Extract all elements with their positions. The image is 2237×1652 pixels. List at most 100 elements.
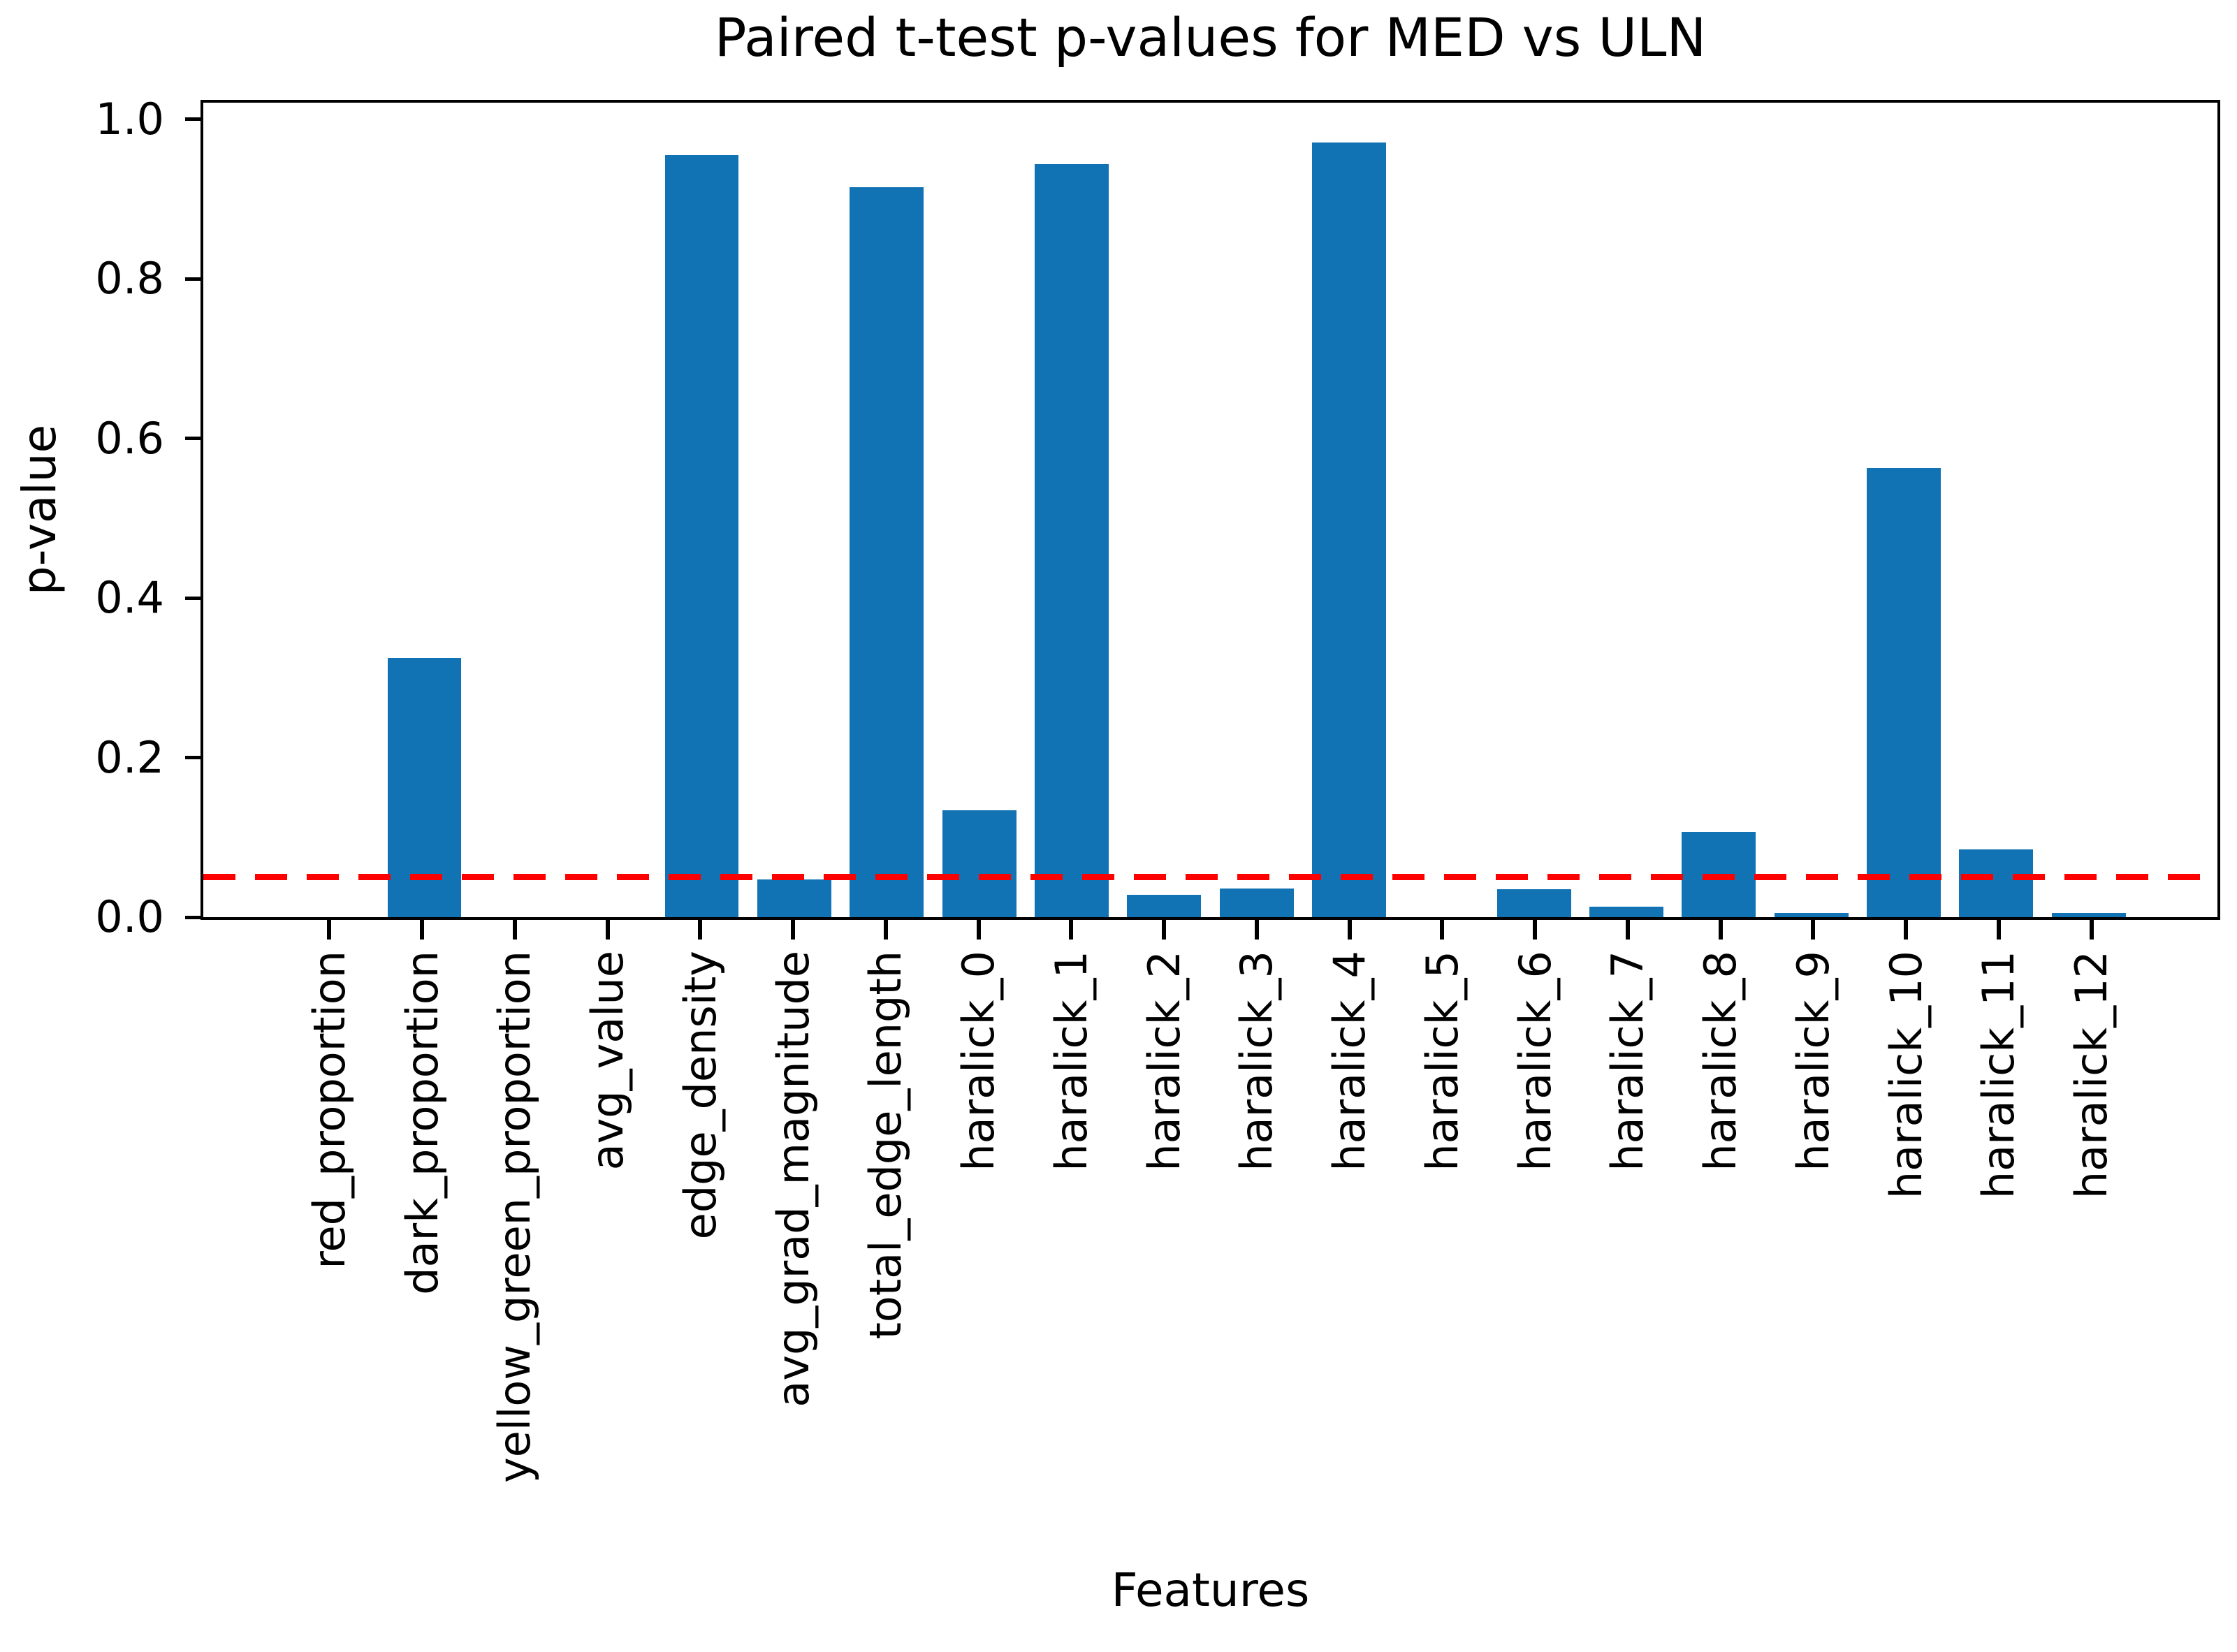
- x-tick: [420, 920, 425, 940]
- x-tick-label-haralick_12: haralick_12: [2066, 951, 2118, 1199]
- x-tick: [1440, 920, 1445, 940]
- x-cell-red_proportion: red_proportion: [283, 920, 376, 1483]
- x-tick: [512, 920, 517, 940]
- y-tick-label: 0.8: [95, 253, 164, 305]
- x-cell-haralick_11: haralick_11: [1953, 920, 2046, 1483]
- x-cell-haralick_7: haralick_7: [1582, 920, 1675, 1483]
- x-tick-label-haralick_7: haralick_7: [1602, 951, 1654, 1171]
- bar-slot-haralick_0: [933, 103, 1025, 917]
- bar-haralick_8: [1682, 831, 1756, 917]
- x-cell-haralick_1: haralick_1: [1025, 920, 1118, 1483]
- bar-slot-haralick_12: [2043, 103, 2135, 917]
- x-tick: [1347, 920, 1352, 940]
- x-tick: [1254, 920, 1259, 940]
- x-cell-haralick_10: haralick_10: [1860, 920, 1953, 1483]
- plot-area: 0.0 0.2 0.4 0.6 0.8 1.0: [95, 94, 2220, 942]
- x-tick-label-edge_density: edge_density: [674, 951, 726, 1240]
- x-cell-total_edge_length: total_edge_length: [840, 920, 933, 1483]
- x-cell-avg_value: avg_value: [561, 920, 654, 1483]
- y-tick-label: 0.6: [95, 412, 164, 464]
- bar-haralick_0: [942, 810, 1017, 917]
- x-tick: [791, 920, 796, 940]
- bar-haralick_1: [1034, 163, 1109, 917]
- x-tick-label-haralick_10: haralick_10: [1880, 951, 1932, 1199]
- x-tick-label-avg_value: avg_value: [582, 951, 634, 1171]
- x-tick-label-haralick_9: haralick_9: [1787, 951, 1839, 1171]
- x-tick: [327, 920, 332, 940]
- x-cell-haralick_9: haralick_9: [1767, 920, 1860, 1483]
- bar-slot-haralick_5: [1395, 103, 1487, 917]
- bar-slot-haralick_7: [1580, 103, 1673, 917]
- x-tick: [1904, 920, 1909, 940]
- y-tick: [185, 117, 203, 122]
- x-tick: [2089, 920, 2094, 940]
- bar-haralick_12: [2051, 913, 2126, 917]
- x-tick: [1625, 920, 1630, 940]
- x-tick: [1069, 920, 1074, 940]
- bar-slot-haralick_1: [1026, 103, 1118, 917]
- bar-slot-avg_grad_magnitude: [748, 103, 840, 917]
- bar-slot-haralick_6: [1487, 103, 1580, 917]
- bar-haralick_4: [1312, 142, 1386, 917]
- bar-haralick_6: [1496, 889, 1571, 917]
- x-tick: [883, 920, 888, 940]
- x-tick-label-yellow_green_proportion: yellow_green_proportion: [489, 951, 541, 1483]
- bar-haralick_11: [1959, 849, 2034, 917]
- x-cell-edge_density: edge_density: [654, 920, 747, 1483]
- x-cell-haralick_2: haralick_2: [1118, 920, 1211, 1483]
- bar-avg_grad_magnitude: [757, 879, 831, 917]
- bar-slot-yellow_green_proportion: [471, 103, 563, 917]
- bar-slot-dark_proportion: [378, 103, 470, 917]
- x-cell-haralick_6: haralick_6: [1489, 920, 1582, 1483]
- x-tick: [1718, 920, 1723, 940]
- bar-slot-haralick_8: [1673, 103, 1765, 917]
- x-axis-label: Features: [1111, 1563, 1310, 1617]
- x-tick-label-haralick_4: haralick_4: [1324, 951, 1376, 1171]
- x-tick: [1533, 920, 1538, 940]
- x-tick: [976, 920, 981, 940]
- bar-slot-haralick_9: [1765, 103, 1858, 917]
- bar-slot-haralick_2: [1118, 103, 1210, 917]
- bar-slot-total_edge_length: [840, 103, 933, 917]
- bar-haralick_7: [1589, 907, 1663, 917]
- x-cell-haralick_5: haralick_5: [1396, 920, 1489, 1483]
- x-tick-label-haralick_1: haralick_1: [1045, 951, 1097, 1171]
- x-tick: [1162, 920, 1167, 940]
- y-tick: [185, 277, 203, 281]
- bar-total_edge_length: [850, 187, 924, 917]
- bar-haralick_9: [1774, 913, 1849, 917]
- bar-slot-haralick_10: [1858, 103, 1950, 917]
- x-tick-label-haralick_0: haralick_0: [953, 951, 1005, 1171]
- bar-slot-avg_value: [563, 103, 655, 917]
- y-tick-label: 1.0: [95, 93, 164, 145]
- bar-dark_proportion: [387, 657, 462, 917]
- bars-row: [203, 103, 2217, 917]
- y-tick-label: 0.4: [95, 572, 164, 624]
- x-tick-label-haralick_8: haralick_8: [1695, 951, 1747, 1171]
- x-tick: [1811, 920, 1816, 940]
- x-cell-haralick_0: haralick_0: [932, 920, 1025, 1483]
- x-tick-label-haralick_3: haralick_3: [1231, 951, 1283, 1171]
- x-axis-tick-labels: red_proportion dark_proportion yellow_gr…: [201, 920, 2220, 1483]
- x-tick-label-total_edge_length: total_edge_length: [860, 951, 912, 1340]
- x-tick-label-haralick_2: haralick_2: [1138, 951, 1190, 1171]
- bar-slot-edge_density: [655, 103, 748, 917]
- x-tick-label-haralick_6: haralick_6: [1509, 951, 1561, 1171]
- bar-haralick_3: [1219, 888, 1294, 917]
- x-cell-haralick_4: haralick_4: [1303, 920, 1396, 1483]
- x-tick: [698, 920, 703, 940]
- x-tick: [1996, 920, 2001, 940]
- bar-slot-haralick_3: [1210, 103, 1302, 917]
- y-tick-label: 0.2: [95, 731, 164, 783]
- x-cell-haralick_8: haralick_8: [1674, 920, 1767, 1483]
- bar-edge_density: [664, 155, 739, 917]
- x-tick-label-haralick_11: haralick_11: [1973, 951, 2025, 1199]
- x-cell-yellow_green_proportion: yellow_green_proportion: [469, 920, 562, 1483]
- y-tick: [185, 437, 203, 441]
- x-tick-label-dark_proportion: dark_proportion: [396, 951, 448, 1295]
- x-cell-avg_grad_magnitude: avg_grad_magnitude: [747, 920, 840, 1483]
- y-tick: [185, 915, 203, 919]
- x-tick-label-avg_grad_magnitude: avg_grad_magnitude: [767, 951, 819, 1408]
- bar-haralick_2: [1127, 895, 1202, 917]
